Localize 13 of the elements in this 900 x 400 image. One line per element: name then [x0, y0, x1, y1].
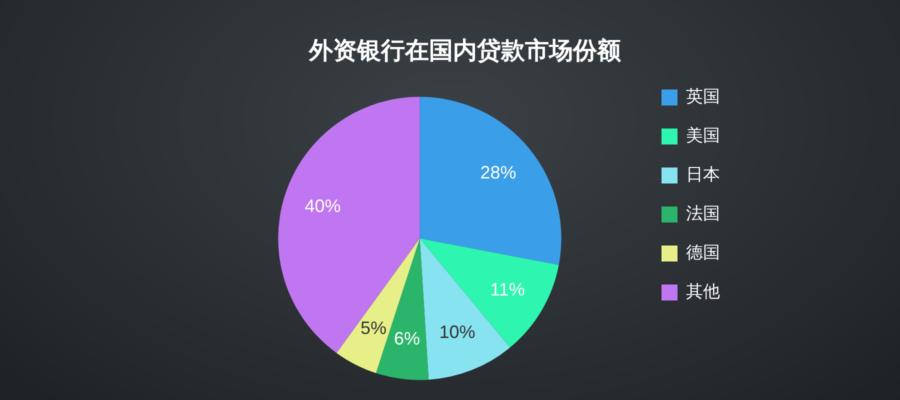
- data-label: 5%: [360, 318, 386, 338]
- legend-label: 美国: [686, 126, 720, 146]
- data-label: 10%: [439, 322, 476, 342]
- legend-label: 其他: [686, 282, 720, 302]
- data-label: 6%: [394, 328, 420, 349]
- chart-title: 外资银行在国内贷款市场份额: [308, 36, 622, 65]
- legend-label: 法国: [686, 204, 720, 224]
- legend-label: 英国: [686, 86, 720, 107]
- legend-label: 德国: [686, 242, 720, 263]
- data-label: 28%: [480, 162, 516, 182]
- data-label: 40%: [304, 196, 341, 216]
- data-label: 11%: [490, 279, 525, 300]
- legend-label: 日本: [686, 164, 720, 185]
